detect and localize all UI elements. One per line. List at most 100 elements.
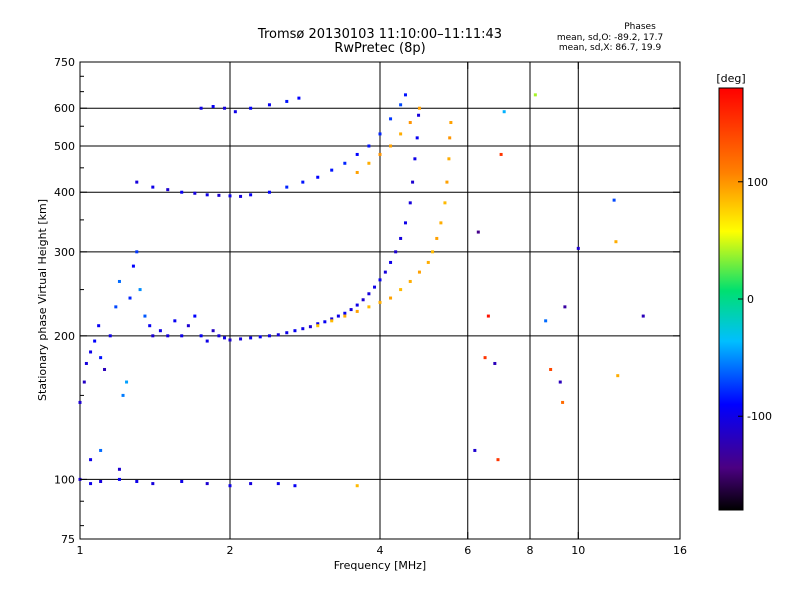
echo-point	[413, 157, 417, 161]
echo-point	[389, 144, 393, 148]
x-tick-label: 10	[571, 544, 585, 557]
echo-point	[285, 185, 289, 189]
echo-point	[121, 393, 125, 397]
echo-point	[367, 292, 371, 296]
echo-point	[399, 132, 403, 136]
echo-point	[93, 339, 97, 343]
echo-point	[293, 329, 297, 333]
echo-point	[249, 106, 253, 110]
echo-point	[199, 334, 203, 338]
echo-point	[394, 250, 398, 254]
echo-point	[276, 333, 280, 337]
echo-point	[483, 356, 487, 360]
echo-point	[473, 448, 477, 452]
echo-point	[99, 479, 103, 483]
echo-point	[276, 482, 280, 486]
chart-title-line2: RwPretec (8p)	[334, 41, 426, 56]
echo-point	[103, 367, 107, 371]
echo-point	[361, 298, 365, 302]
echo-point	[616, 374, 620, 378]
echo-point	[173, 319, 177, 323]
echo-point	[399, 103, 403, 107]
echo-point	[486, 314, 490, 318]
echo-point	[576, 246, 580, 250]
echo-point	[443, 201, 447, 205]
echo-point	[367, 144, 371, 148]
y-tick-label: 100	[54, 473, 75, 486]
echo-point	[233, 110, 237, 114]
echo-point	[378, 152, 382, 156]
colorbar-tick-label: 100	[747, 176, 768, 189]
echo-point	[367, 305, 371, 309]
echo-point	[228, 484, 232, 488]
echo-point	[180, 190, 184, 194]
echo-point	[349, 308, 353, 312]
echo-point	[97, 324, 101, 328]
echo-point	[267, 334, 271, 338]
phase-stats-x: mean, sd,X: 86.7, 19.9	[558, 43, 662, 53]
x-tick-label: 1	[77, 544, 84, 557]
echo-point	[561, 400, 565, 404]
echo-point	[614, 240, 618, 244]
echo-point	[411, 180, 415, 184]
echo-point	[355, 309, 359, 313]
echo-point	[612, 198, 616, 202]
echo-point	[267, 103, 271, 107]
echo-point	[563, 305, 567, 309]
echo-point	[228, 194, 232, 198]
echo-point	[499, 152, 503, 156]
echo-point	[285, 99, 289, 103]
echo-point	[211, 105, 215, 109]
echo-point	[355, 303, 359, 307]
echo-point	[417, 106, 421, 110]
echo-point	[476, 230, 480, 234]
echo-point	[316, 324, 320, 328]
echo-point	[426, 260, 430, 264]
echo-point	[330, 168, 334, 172]
echo-point	[301, 327, 305, 331]
echo-point	[389, 296, 393, 300]
echo-point	[408, 121, 412, 125]
echo-point	[166, 188, 170, 192]
echo-point	[399, 288, 403, 292]
echo-point	[135, 180, 139, 184]
echo-point	[135, 250, 139, 254]
echo-point	[125, 380, 129, 384]
echo-point	[217, 193, 221, 197]
echo-point	[641, 314, 645, 318]
echo-point	[355, 484, 359, 488]
echo-point	[82, 380, 86, 384]
echo-point	[408, 279, 412, 283]
y-tick-label: 400	[54, 186, 75, 199]
echo-point	[403, 221, 407, 225]
echo-point	[378, 300, 382, 304]
echo-point	[449, 121, 453, 125]
echo-point	[99, 448, 103, 452]
y-tick-label: 300	[54, 246, 75, 259]
phase-stats-o: mean, sd,O: -89.2, 17.7	[556, 33, 664, 43]
echo-point	[445, 180, 449, 184]
echo-point	[316, 175, 320, 179]
echo-point	[293, 484, 297, 488]
echo-point	[249, 336, 253, 340]
echo-point	[383, 270, 387, 274]
y-tick-label: 600	[54, 102, 75, 115]
echo-point	[151, 482, 155, 486]
echo-point	[131, 264, 135, 268]
echo-point	[249, 193, 253, 197]
echo-point	[117, 279, 121, 283]
echo-point	[258, 335, 262, 339]
echo-point	[108, 334, 112, 338]
echo-point	[89, 482, 93, 486]
echo-point	[417, 113, 421, 117]
echo-point	[249, 482, 253, 486]
echo-point	[389, 260, 393, 264]
echo-point	[549, 367, 553, 371]
echo-point	[193, 191, 197, 195]
x-tick-label: 16	[673, 544, 687, 557]
echo-point	[297, 96, 301, 100]
echo-point	[544, 319, 548, 323]
echo-point	[128, 296, 132, 300]
echo-point	[99, 356, 103, 360]
echo-point	[493, 361, 497, 365]
